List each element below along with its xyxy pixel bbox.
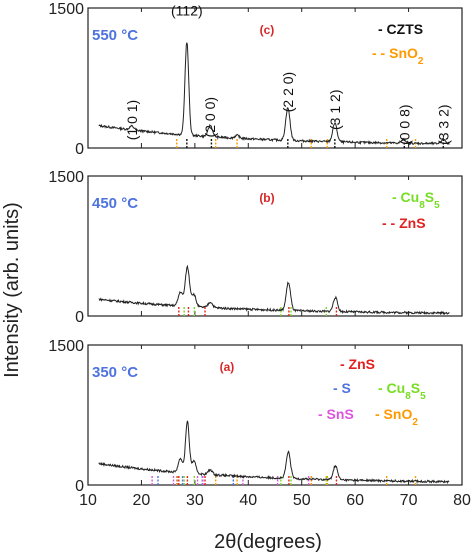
y-tick-label: 0: [75, 141, 84, 158]
legend: - ZnS - S - Cu8S5 - SnS - SnO2: [318, 356, 426, 428]
x-tick-label: 20: [133, 492, 151, 509]
legend-entry: - - SnO2: [372, 45, 424, 67]
y-tick-label: 1500: [48, 338, 84, 355]
x-tick-label: 60: [346, 492, 364, 509]
hkl-label: (3 3 2): [435, 104, 451, 144]
temperature-label: 350 °C: [92, 364, 138, 381]
panel-label: (a): [220, 360, 235, 374]
panel-label: (b): [259, 191, 274, 205]
legend: - Cu8S5 - - ZnS: [382, 189, 440, 231]
panel-b: 0 1500 450 °C (b) - Cu8S5 - - ZnS: [48, 169, 463, 326]
hkl-label: (3 1 2): [327, 89, 343, 129]
x-tick-label: 10: [79, 492, 97, 509]
x-tick-label: 40: [239, 492, 257, 509]
x-axis-label: 2θ(degrees): [214, 531, 322, 553]
panel-frame: [87, 344, 463, 486]
panel-frame: [87, 7, 463, 149]
legend-entry: - Cu8S5: [378, 380, 426, 402]
legend-entry: - S: [333, 380, 351, 396]
temperature-label: 450 °C: [92, 195, 138, 212]
legend: - CZTS - - SnO2: [372, 21, 424, 67]
y-tick-label: 0: [75, 478, 84, 495]
legend-entry: - CZTS: [378, 21, 423, 37]
panel-label: (c): [260, 23, 275, 37]
series-b: [98, 264, 450, 316]
y-tick-label: 1500: [48, 169, 84, 186]
hkl-label: (112): [171, 2, 203, 18]
x-tick-label: 80: [453, 492, 471, 509]
y-tick-label: 1500: [48, 1, 84, 18]
series-a: [98, 420, 450, 485]
legend-entry: - - ZnS: [382, 215, 426, 231]
legend-entry: - Cu8S5: [392, 189, 440, 211]
panel-c: 0 1500 (1 0 1) (112) (2 0 0) (2 2 0) (3 1 2) (0…: [48, 1, 463, 158]
panel-frame: [87, 175, 463, 317]
legend-entry: - SnS: [318, 406, 354, 422]
legend-entry: - ZnS: [340, 356, 375, 372]
series-c: [98, 42, 450, 146]
hkl-label: (2 0 0): [202, 97, 218, 137]
hkl-label: (0 0 8): [396, 104, 412, 144]
x-tick-label: 70: [400, 492, 418, 509]
temperature-label: 550 °C: [92, 27, 138, 44]
x-tick-label: 50: [293, 492, 311, 509]
y-tick-label: 0: [75, 309, 84, 326]
y-axis-label: Intensity (arb. units): [1, 202, 23, 378]
legend-entry: - SnO2: [375, 406, 418, 428]
hkl-label: (2 2 0): [280, 72, 296, 112]
x-tick-label: 30: [186, 492, 204, 509]
panel-a: 0 1500 350 °C (a) - ZnS - S - Cu8S5 - SnS - SnO2…: [48, 338, 471, 509]
hkl-label: (1 0 1): [124, 100, 140, 140]
